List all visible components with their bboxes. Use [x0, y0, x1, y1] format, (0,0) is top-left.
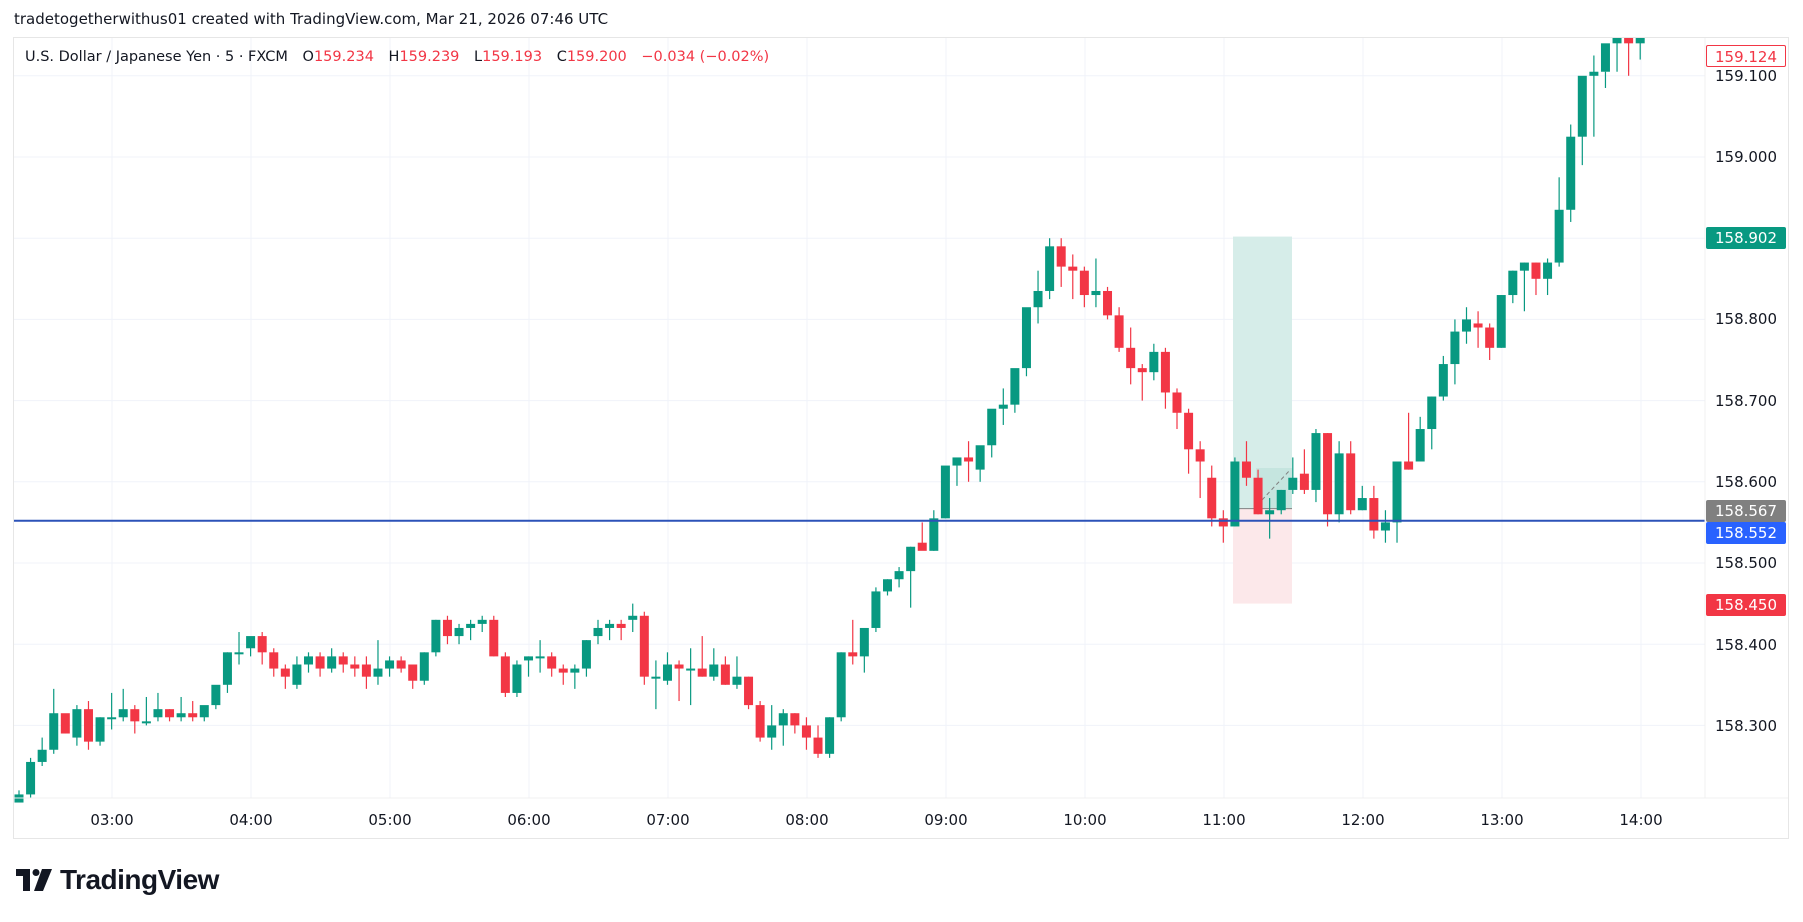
time-tick: 12:00 [1341, 811, 1385, 829]
symbol-name[interactable]: U.S. Dollar / Japanese Yen · 5 · FXCM [25, 49, 288, 65]
time-tick: 04:00 [229, 811, 273, 829]
price-tick: 158.800 [1714, 310, 1778, 328]
target-price-tag: 158.902 [1706, 227, 1786, 249]
price-tick: 158.700 [1714, 392, 1778, 410]
tradingview-logo-icon [16, 869, 52, 891]
long-position-tool[interactable] [1233, 236, 1292, 604]
low-label: L [474, 49, 483, 65]
low-value: 159.193 [482, 49, 543, 65]
high-value: 159.239 [399, 49, 460, 65]
horizontal-line-price-tag: 158.552 [1706, 522, 1786, 544]
time-tick: 05:00 [368, 811, 412, 829]
time-tick: 11:00 [1202, 811, 1246, 829]
price-tick: 158.600 [1714, 473, 1778, 491]
change-value: −0.034 (−0.02%) [641, 49, 770, 65]
time-tick: 14:00 [1619, 811, 1663, 829]
stop-price-tag: 158.450 [1706, 594, 1786, 616]
close-value: 159.200 [566, 49, 627, 65]
attribution-text: tradetogetherwithus01 created with Tradi… [14, 10, 609, 28]
price-tick: 159.000 [1714, 148, 1778, 166]
open-label: O [302, 49, 314, 65]
close-label: C [556, 49, 567, 65]
last-price-tag: 159.124 [1706, 45, 1786, 67]
price-tick: 158.400 [1714, 636, 1778, 654]
symbol-legend: U.S. Dollar / Japanese Yen · 5 · FXCM O1… [25, 49, 769, 65]
entry-price-tag: 158.567 [1706, 500, 1786, 522]
price-tick: 158.300 [1714, 717, 1778, 735]
candles [14, 38, 1645, 803]
grid-lines [14, 38, 1705, 798]
time-tick: 10:00 [1063, 811, 1107, 829]
price-tick: 159.100 [1714, 67, 1778, 85]
tradingview-logo[interactable]: TradingView [16, 864, 219, 896]
price-tick: 158.500 [1714, 554, 1778, 572]
open-value: 159.234 [313, 49, 374, 65]
time-tick: 09:00 [924, 811, 968, 829]
high-label: H [388, 49, 400, 65]
time-tick: 08:00 [785, 811, 829, 829]
time-tick: 06:00 [507, 811, 551, 829]
chart-frame [13, 37, 1789, 839]
time-tick: 07:00 [646, 811, 690, 829]
time-tick: 03:00 [90, 811, 134, 829]
tradingview-logo-text: TradingView [60, 864, 219, 895]
time-tick: 13:00 [1480, 811, 1524, 829]
